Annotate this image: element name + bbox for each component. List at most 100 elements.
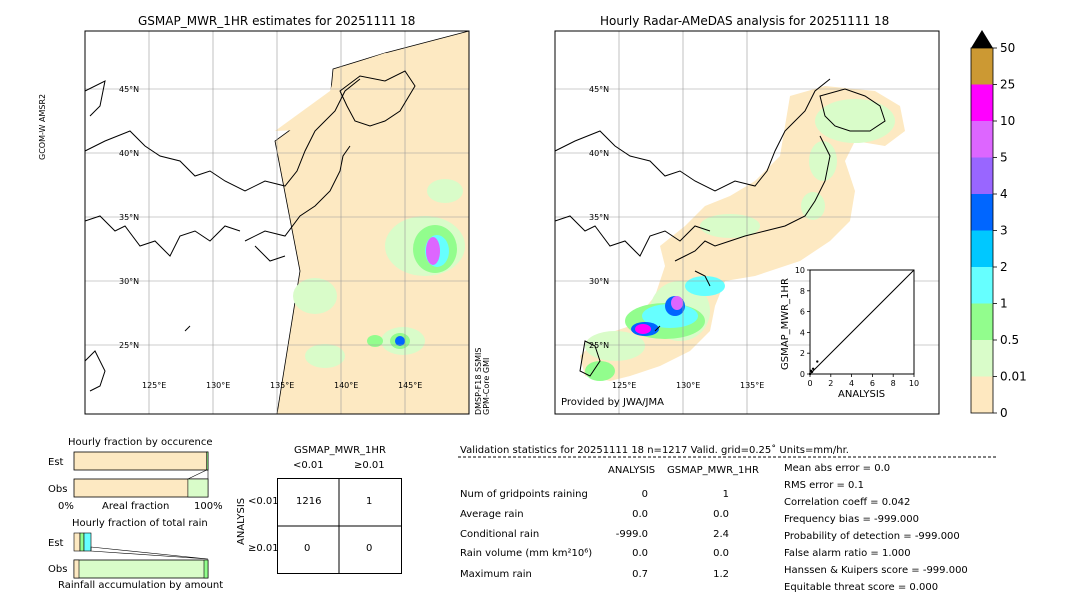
right-lon-tick: 135°E xyxy=(740,381,765,390)
scatter-x-tick: 10 xyxy=(909,379,919,388)
total-rain-est-label: Est xyxy=(48,538,64,549)
occurence-est-bar xyxy=(73,451,209,471)
scatter-point xyxy=(811,367,815,370)
colorbar-segment xyxy=(971,340,993,377)
scatter-y-tick: 10 xyxy=(795,266,805,275)
stat-row-estimate: 2.4 xyxy=(713,529,729,540)
colorbar-segment xyxy=(971,121,993,158)
colorbar-label: 5 xyxy=(1000,151,1008,165)
right-lat-tick: 40°N xyxy=(589,149,610,158)
right-lat-tick: 45°N xyxy=(589,85,610,94)
contingency-row-header: <0.01 xyxy=(248,496,279,507)
right-lat-tick: 25°N xyxy=(589,341,610,350)
colorbar-extend-arrow xyxy=(971,30,993,48)
total-rain-title: Hourly fraction of total rain xyxy=(72,518,208,529)
left-lat-tick: 25°N xyxy=(119,341,140,350)
scatter-y-tick: 4 xyxy=(800,328,805,337)
scatter-x-tick: 8 xyxy=(891,379,896,388)
score-line: Probability of detection = -999.000 xyxy=(784,531,960,542)
occurence-chart xyxy=(73,451,209,498)
contingency-cell: 1216 xyxy=(296,496,322,507)
contingency-col-header: <0.01 xyxy=(293,460,324,471)
contingency-grid xyxy=(277,478,402,574)
scatter-ylabel: GSMAP_MWR_1HR xyxy=(780,278,791,370)
left-lat-tick: 40°N xyxy=(119,149,140,158)
scatter-y-tick: 6 xyxy=(800,308,805,317)
colorbar-label: 0.5 xyxy=(1000,333,1019,347)
colorbar-segment xyxy=(971,267,993,304)
credit-text: Provided by JWA/JMA xyxy=(561,397,664,408)
colorbar-label: 3 xyxy=(1000,224,1008,238)
scatter-x-tick: 0 xyxy=(807,379,812,388)
stat-row-analysis: 0.7 xyxy=(632,569,648,580)
left-lat-tick: 35°N xyxy=(119,213,140,222)
occurence-est-rain-bar xyxy=(206,451,209,471)
contingency-col-header: ≥0.01 xyxy=(354,460,385,471)
scatter-plot: 0 2 4 6 8 10 0 2 4 6 8 10 xyxy=(795,266,919,388)
score-line: Hanssen & Kuipers score = -999.000 xyxy=(784,565,968,576)
occurence-obs-label: Obs xyxy=(48,484,68,495)
validation-col1: ANALYSIS xyxy=(608,465,656,476)
total-rain-chart xyxy=(73,532,209,579)
colorbar-segment xyxy=(971,303,993,340)
validation-divider xyxy=(458,456,996,458)
stat-row-analysis: -999.0 xyxy=(615,529,648,540)
contingency-row-header: ≥0.01 xyxy=(248,543,279,554)
left-lon-tick: 145°E xyxy=(398,381,423,390)
scatter-xlabel: ANALYSIS xyxy=(838,389,886,400)
score-line: Correlation coeff = 0.042 xyxy=(784,497,911,508)
stat-row-estimate: 0.0 xyxy=(713,548,729,559)
total-rain-obs-label: Obs xyxy=(48,564,68,575)
left-lon-tick: 140°E xyxy=(334,381,359,390)
scatter-diagonal-line xyxy=(809,269,915,375)
left-sensor-label: GCOM-W AMSR2 xyxy=(38,93,47,160)
occurence-x1: 100% xyxy=(194,501,223,512)
contingency-cell: 0 xyxy=(304,543,311,554)
colorbar-segment xyxy=(971,194,993,231)
colorbar-label: 0.01 xyxy=(1000,370,1027,384)
colorbar-segment xyxy=(971,230,993,267)
colorbar-segment xyxy=(971,84,993,121)
scatter-y-tick: 8 xyxy=(800,287,805,296)
stat-row-analysis: 0 xyxy=(641,489,648,500)
stat-row-analysis: 0.0 xyxy=(632,509,648,520)
colorbar-label: 25 xyxy=(1000,78,1015,92)
score-line: False alarm ratio = 1.000 xyxy=(784,548,911,559)
colorbar: 0 0.01 0.5 1 2 3 4 5 10 25 50 xyxy=(970,30,1027,420)
scatter-point xyxy=(809,369,813,373)
contingency-cell: 0 xyxy=(366,543,373,554)
right-map-title: Hourly Radar-AMeDAS analysis for 2025111… xyxy=(600,14,890,28)
left-lon-tick: 125°E xyxy=(142,381,167,390)
validation-header: Validation statistics for 20251111 18 n=… xyxy=(460,445,849,456)
left-lon-tick: 135°E xyxy=(270,381,295,390)
stat-row-label: Average rain xyxy=(460,509,524,520)
colorbar-label: 1 xyxy=(1000,297,1008,311)
colorbar-segment xyxy=(971,48,993,85)
stat-row-estimate: 0.0 xyxy=(713,509,729,520)
scatter-y-tick: 0 xyxy=(800,370,805,379)
left-map-title: GSMAP_MWR_1HR estimates for 20251111 18 xyxy=(138,14,416,28)
scatter-x-tick: 4 xyxy=(849,379,854,388)
right-sensor-label-2: GPM-Core GMI xyxy=(482,357,491,415)
contingency-side-label: ANALYSIS xyxy=(236,497,247,545)
stat-row-label: Maximum rain xyxy=(460,569,532,580)
stat-row-estimate: 1.2 xyxy=(713,569,729,580)
scatter-x-tick: 2 xyxy=(828,379,833,388)
stat-row-analysis: 0.0 xyxy=(632,548,648,559)
scatter-y-tick: 2 xyxy=(800,349,805,358)
occurence-obs-rain-bar xyxy=(187,478,209,498)
score-line: Frequency bias = -999.000 xyxy=(784,514,919,525)
score-line: Mean abs error = 0.0 xyxy=(784,463,891,474)
score-line: Equitable threat score = 0.000 xyxy=(784,582,939,593)
contingency-title: GSMAP_MWR_1HR xyxy=(294,445,386,456)
occurence-x0: 0% xyxy=(58,501,74,512)
left-lon-tick: 130°E xyxy=(206,381,231,390)
right-lat-tick: 30°N xyxy=(589,277,610,286)
scatter-x-tick: 6 xyxy=(870,379,875,388)
colorbar-segment xyxy=(971,157,993,194)
stat-row-label: Conditional rain xyxy=(460,529,540,540)
right-lon-tick: 125°E xyxy=(612,381,637,390)
left-lat-tick: 30°N xyxy=(119,277,140,286)
colorbar-label: 4 xyxy=(1000,187,1008,201)
occurence-xlabel: Areal fraction xyxy=(102,501,170,512)
